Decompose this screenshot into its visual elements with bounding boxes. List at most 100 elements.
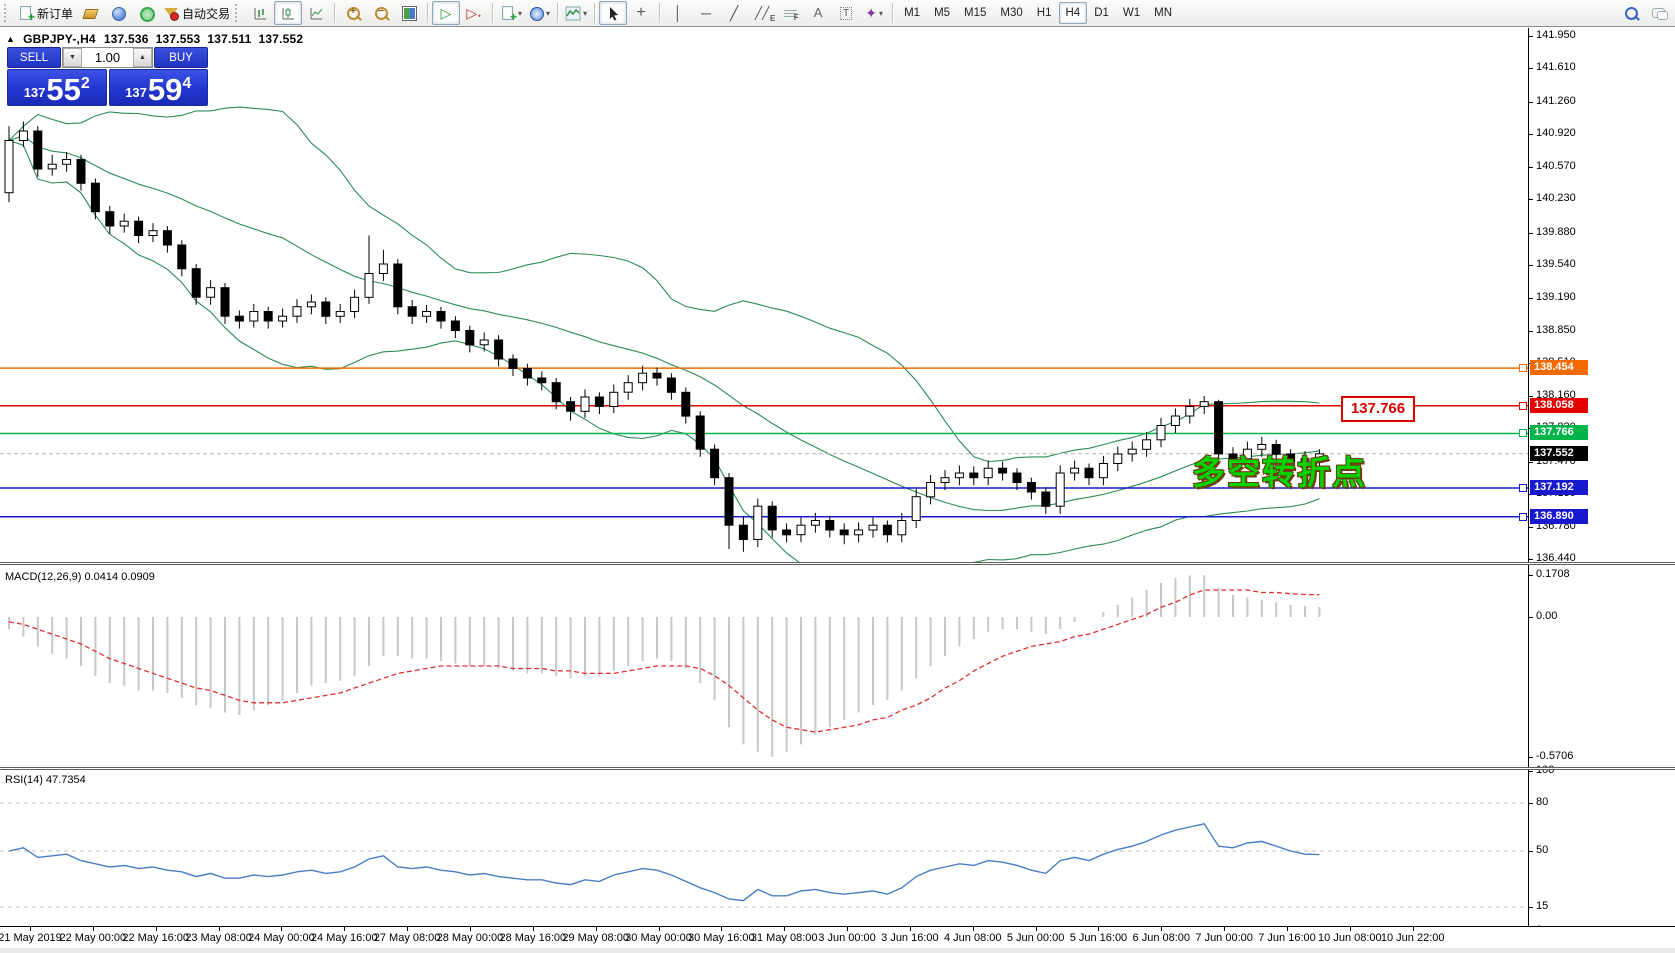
timeframe-group: M1 M5 M15 M30 H1 H4 D1 W1 MN [897, 2, 1179, 24]
horizontal-line-button[interactable]: ─ [692, 1, 720, 25]
timeframe-d1[interactable]: D1 [1094, 7, 1109, 19]
crosshair-button[interactable]: + [627, 1, 655, 25]
search-icon [1624, 6, 1640, 21]
time-axis-label: 30 May 00:00 [625, 932, 692, 944]
price-axis-tick: 140.920 [1536, 126, 1576, 139]
macd-label: MACD(12,26,9) 0.0414 0.0909 [5, 571, 155, 583]
price-axis-tick: 139.190 [1536, 291, 1576, 304]
hline-handle[interactable] [1519, 512, 1527, 521]
channel-button[interactable]: ╱╱ E [748, 1, 776, 25]
candlestick-chart-icon [282, 7, 294, 19]
auto-trading-icon [163, 5, 180, 21]
channel-icon: ╱╱ E [754, 6, 776, 23]
time-axis-tickmark [595, 927, 597, 931]
timeframe-h1[interactable]: H1 [1036, 7, 1052, 19]
time-axis-tickmark [847, 927, 849, 931]
time-axis-label: 6 Jun 08:00 [1132, 932, 1191, 944]
cursor-button[interactable] [599, 1, 628, 25]
price-axis-tick: 141.610 [1536, 61, 1576, 74]
hline-handle[interactable] [1519, 401, 1527, 410]
macd-value-signal: 0.0909 [121, 571, 155, 583]
periodicity-button[interactable]: ▾ [525, 1, 553, 25]
profiles-button[interactable] [76, 1, 104, 25]
chat-button[interactable] [1645, 1, 1673, 25]
sell-button[interactable]: SELL [7, 47, 61, 68]
panel-separator-rsi[interactable] [0, 767, 1675, 770]
signals-button[interactable] [132, 1, 160, 25]
time-axis-tickmark [909, 927, 911, 931]
time-axis-tickmark [972, 927, 974, 931]
trendline-button[interactable]: ╱ [720, 1, 748, 25]
text-button[interactable]: A [804, 1, 832, 25]
rsi-axis-tick: 50 [1536, 844, 1549, 856]
price-line-label: 138.058 [1530, 397, 1588, 413]
price-axis-tick: 139.880 [1536, 225, 1576, 238]
timeframe-w1[interactable]: W1 [1122, 7, 1141, 19]
sell-price-button[interactable]: 137 55 2 [7, 69, 107, 106]
buy-price-button[interactable]: 137 59 4 [108, 69, 208, 106]
buy-price-sup: 4 [182, 75, 192, 92]
vertical-line-button[interactable]: │ [664, 1, 692, 25]
new-chart-icon: + [500, 5, 517, 23]
price-axis[interactable]: 141.950 141.610 141.260 140.920 140.570 140.2… [1529, 0, 1675, 936]
new-order-button[interactable]: + 新订单 [15, 1, 76, 25]
time-axis-label: 30 May 16:00 [688, 932, 755, 944]
data-window-button[interactable] [104, 1, 132, 25]
ohlc-low: 137.511 [207, 32, 252, 46]
timeframe-mn[interactable]: MN [1154, 7, 1173, 19]
timeframe-m1[interactable]: M1 [904, 7, 921, 19]
hline-handle[interactable] [1519, 429, 1527, 438]
time-axis-tickmark [281, 927, 283, 931]
time-axis-label: 5 Jun 00:00 [1006, 932, 1065, 944]
price-chart[interactable] [0, 28, 1528, 563]
crosshair-icon: + [636, 4, 646, 21]
macd-panel[interactable] [0, 566, 1528, 767]
panel-separator-macd[interactable] [0, 562, 1675, 565]
hline-handle[interactable] [1519, 364, 1527, 373]
tile-windows-button[interactable] [395, 1, 423, 25]
time-axis-tickmark [1287, 927, 1288, 931]
rsi-label: RSI(14) 47.7354 [5, 774, 86, 786]
collapse-arrow-icon[interactable]: ▲ [6, 34, 16, 44]
bar-chart-button[interactable] [246, 1, 274, 25]
auto-scroll-button[interactable]: ▷ [432, 1, 461, 25]
search-button[interactable] [1617, 1, 1645, 25]
new-order-icon: + [18, 5, 35, 23]
auto-trading-button[interactable]: 自动交易 [160, 1, 233, 25]
timeframe-m15[interactable]: M15 [964, 7, 987, 19]
timeframe-m30[interactable]: M30 [1000, 7, 1023, 19]
price-line-label: 136.890 [1530, 508, 1588, 524]
arrows-button[interactable]: ✦ ▾ [865, 5, 883, 21]
timeframe-h4[interactable]: H4 [1058, 2, 1088, 24]
line-chart-button[interactable] [302, 1, 330, 25]
text-label-button[interactable]: T [832, 1, 860, 25]
zoom-out-button[interactable]: − [367, 1, 395, 25]
toolbar-grip[interactable] [4, 4, 11, 22]
fibonacci-button[interactable]: F [776, 1, 804, 25]
time-axis-tickmark [1349, 927, 1351, 931]
zoom-in-button[interactable]: + [339, 1, 367, 25]
ohlc-open: 137.536 [103, 32, 149, 46]
candlestick-chart-button[interactable] [274, 1, 303, 25]
volume-decrease-button[interactable]: ▼ [63, 48, 82, 67]
price-axis-line [1528, 28, 1529, 926]
price-line-label: 137.766 [1530, 425, 1588, 441]
macd-axis-tick: 0.00 [1536, 610, 1558, 622]
chart-shift-button[interactable]: ▷˖ [460, 1, 488, 25]
volume-value[interactable]: 1.00 [94, 50, 121, 65]
sell-price-sup: 2 [80, 75, 90, 92]
hline-handle[interactable] [1519, 484, 1527, 492]
price-axis-tickmark [1529, 36, 1533, 37]
volume-increase-button[interactable]: ▲ [133, 48, 152, 67]
time-axis-tickmark [469, 927, 471, 931]
time-axis-label: 27 May 08:00 [373, 932, 441, 944]
time-axis[interactable]: 21 May 2019 22 May 00:00 22 May 16:00 23 Ma… [0, 926, 1675, 948]
indicators-button[interactable]: ▾ [562, 1, 590, 25]
new-chart-button[interactable]: + ▾ [497, 1, 525, 25]
timeframe-m5[interactable]: M5 [934, 7, 951, 19]
rsi-panel[interactable] [0, 770, 1528, 926]
time-axis-tickmark [784, 927, 786, 931]
buy-button[interactable]: BUY [154, 47, 208, 68]
toolbar-grip-2[interactable] [235, 4, 242, 22]
ohlc-close: 137.552 [258, 32, 304, 46]
